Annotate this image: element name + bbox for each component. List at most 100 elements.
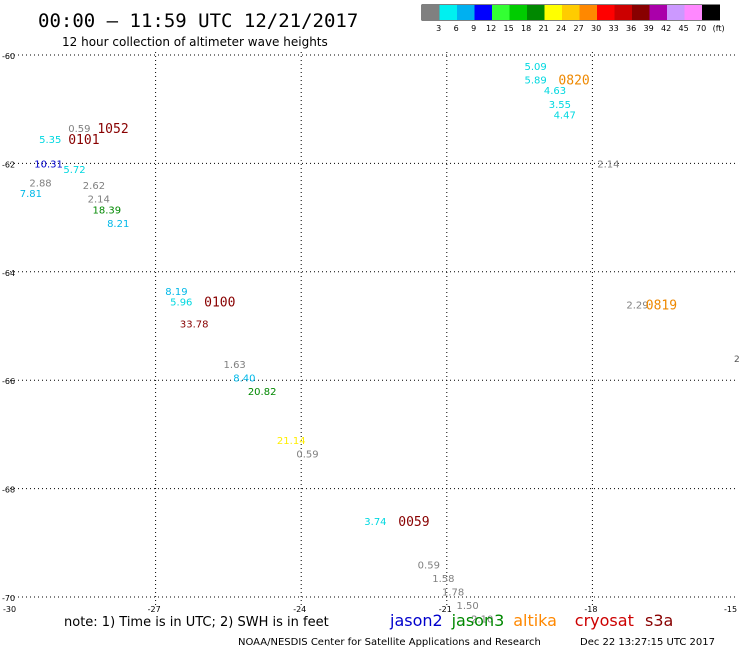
wave-height-label: 2.14 [597, 159, 619, 170]
wave-height-label: 1.50 [457, 601, 479, 612]
legend-swatch [579, 5, 597, 20]
satellite-name: jason2 [389, 611, 443, 630]
longitude-labels: -30 -27 -24 -21 -18 -15 [3, 605, 737, 614]
legend-label: 21 [539, 24, 549, 33]
latitude-label: -70 [2, 594, 15, 603]
footer-note: note: 1) Time is in UTC; 2) SWH is in fe… [64, 615, 329, 630]
legend-label: 6 [454, 24, 459, 33]
satellite-name: cryosat [575, 611, 634, 630]
wave-height-label: 1.58 [432, 574, 454, 585]
legend-swatch [439, 5, 457, 20]
legend-label: 18 [521, 24, 531, 33]
legend-label: 36 [626, 24, 636, 33]
wave-height-label: 2.14 [88, 195, 110, 206]
legend-swatch [649, 5, 667, 20]
legend-label: 30 [591, 24, 601, 33]
longitude-label: -27 [148, 605, 161, 614]
wave-height-label: 5.35 [39, 135, 61, 146]
wave-height-label: 4.63 [544, 86, 566, 97]
wave-height-label: 0.59 [296, 449, 318, 460]
wave-height-label: 3.74 [364, 517, 386, 528]
longitude-label: -30 [3, 605, 16, 614]
legend-label: 27 [574, 24, 584, 33]
wave-height-label: 33.78 [180, 319, 209, 330]
wave-height-label: 20.82 [248, 387, 277, 398]
latitude-label: -64 [2, 269, 15, 278]
satellite-name: altika [513, 611, 557, 630]
wave-height-label: 7.81 [20, 189, 42, 200]
wave-height-label: 0.59 [68, 124, 90, 135]
satellite-name: s3a [645, 611, 673, 630]
longitude-label: -24 [293, 605, 306, 614]
longitude-label: -15 [724, 605, 737, 614]
legend-label: 9 [471, 24, 476, 33]
latitude-labels: -60 -62 -64 -66 -68 -70 [2, 52, 15, 603]
legend-swatch [527, 5, 545, 20]
lat-lon-grid [10, 52, 738, 607]
latitude-label: -60 [2, 52, 15, 61]
legend-label: 12 [486, 24, 496, 33]
legend-swatch [684, 5, 702, 20]
color-scale-legend: 3 6 9 12 15 18 21 24 27 30 33 36 39 42 45 70 (ft) [421, 4, 725, 33]
legend-swatch [422, 5, 440, 20]
legend-swatch [597, 5, 615, 20]
legend-swatch [702, 5, 720, 20]
generated-timestamp: Dec 22 13:27:15 UTC 2017 [580, 637, 715, 648]
wave-height-label: 4.47 [554, 111, 576, 122]
legend-label: 70 [696, 24, 706, 33]
wave-height-label: 1.78 [442, 588, 464, 599]
legend-label: 24 [556, 24, 566, 33]
wave-height-label: 8.21 [107, 219, 129, 230]
legend-label: 15 [504, 24, 514, 33]
legend-label: 3 [436, 24, 441, 33]
legend-swatch [492, 5, 510, 20]
legend-label: 39 [644, 24, 654, 33]
wave-height-label: 8.40 [233, 373, 255, 384]
wave-height-label: 2.29 [626, 300, 648, 311]
legend-swatch [667, 5, 685, 20]
wave-height-label: 5.09 [524, 62, 546, 73]
satellite-name: jason3 [451, 611, 505, 630]
satellite-legend: jason2 jason3 altika cryosat s3a [389, 611, 673, 630]
wave-height-label: 2.10 [471, 615, 493, 626]
legend-label: 45 [679, 24, 689, 33]
wave-height-label: 2.88 [29, 178, 51, 189]
legend-swatch [544, 5, 562, 20]
wave-height-label: 5.72 [63, 165, 85, 176]
wave-height-label: 3.55 [549, 100, 571, 111]
pass-time-label: 1052 [97, 122, 128, 137]
wave-height-label: 2.62 [83, 181, 105, 192]
wave-height-label: 5.96 [170, 298, 192, 309]
right-edge-label: 2 [734, 355, 740, 365]
pass-time-label: 0100 [204, 296, 235, 311]
legend-swatch [474, 5, 492, 20]
legend-label: 42 [661, 24, 671, 33]
pass-time-label: 0059 [398, 515, 429, 530]
legend-swatch [562, 5, 580, 20]
latitude-label: -68 [2, 486, 15, 495]
wave-height-label: 10.31 [34, 159, 63, 170]
wave-height-label: 18.39 [93, 205, 122, 216]
wave-height-label: 1.63 [224, 360, 246, 371]
latitude-label: -62 [2, 160, 15, 169]
wave-height-label: 21.14 [277, 436, 306, 447]
legend-label: 33 [609, 24, 619, 33]
legend-swatch [457, 5, 475, 20]
latitude-label: -66 [2, 377, 15, 386]
page-subtitle: 12 hour collection of altimeter wave hei… [62, 35, 328, 49]
page-title: 00:00 – 11:59 UTC 12/21/2017 [38, 10, 358, 32]
legend-swatch [509, 5, 527, 20]
legend-label: (ft) [713, 24, 725, 33]
longitude-label: -18 [584, 605, 597, 614]
longitude-label: -21 [439, 605, 452, 614]
legend-swatch [632, 5, 650, 20]
pass-time-label: 0101 [68, 133, 99, 148]
wave-height-observations: 5.09 5.894.63 3.554.47 2.14 2.29 0.59 5.35 10.3… [20, 62, 649, 626]
wave-height-label: 8.19 [165, 287, 187, 298]
pass-time-label: 0820 [558, 73, 589, 88]
wave-height-label: 5.89 [524, 75, 546, 86]
legend-swatch [614, 5, 632, 20]
pass-time-label: 0819 [646, 298, 677, 313]
